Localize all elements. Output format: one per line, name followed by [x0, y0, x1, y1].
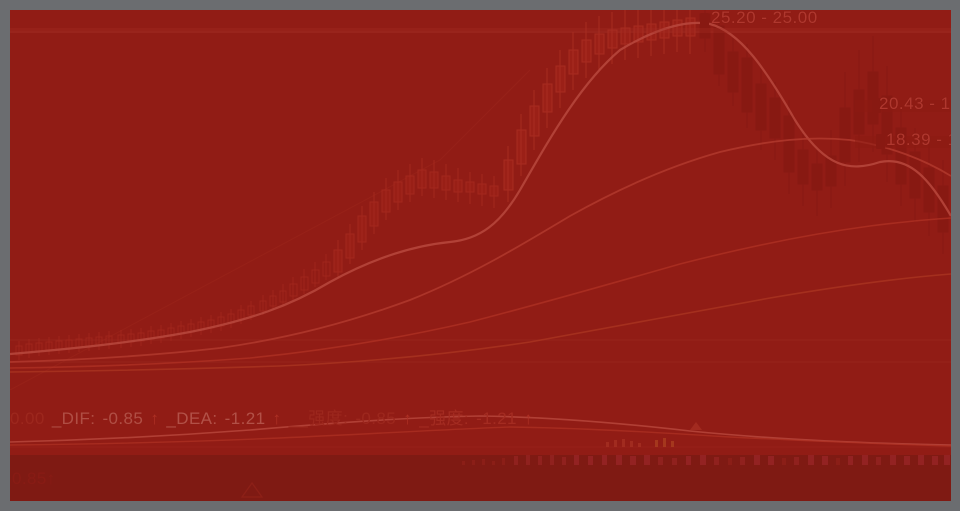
price-panel[interactable]: 25.20 - 25.00 20.43 - 19 18.39 - 1 — [10, 10, 951, 390]
macd-signal-triangle-icon — [690, 422, 702, 430]
macd-strength2-value: -1.21 — [476, 409, 517, 428]
volume-bars — [462, 455, 950, 465]
price-label-low: 18.39 - 1 — [886, 130, 951, 149]
price-marker-low — [876, 134, 885, 149]
macd-histogram — [606, 438, 674, 447]
candlestick-series — [15, 10, 949, 360]
ma-long-line — [10, 273, 951, 373]
macd-zero-label: 0.00 — [10, 409, 45, 428]
price-marker-high — [700, 13, 709, 28]
price-chart-svg — [10, 10, 951, 390]
macd-strength1-value: -0.85 — [355, 409, 397, 428]
macd-strength1-arrow-icon: ↑ — [403, 409, 413, 428]
macd-dif-label: _DIF: — [51, 409, 96, 428]
trend-guide-line — [10, 69, 531, 390]
price-level-band-high — [10, 28, 951, 33]
macd-legend: 0.00 _DIF: -0.85 ↑ _DEA: -1.21 ↑ __强度: -… — [10, 404, 535, 429]
macd-strength2-arrow-icon: ↑ — [524, 409, 533, 428]
volume-panel[interactable]: 0.85↑ — [10, 455, 951, 501]
chart-viewport[interactable]: 25.20 - 25.00 20.43 - 19 18.39 - 1 — [10, 10, 951, 501]
ma-slow-line — [10, 217, 951, 369]
volume-chart-svg — [240, 455, 950, 498]
macd-dea-arrow-icon: ↑ — [272, 409, 282, 428]
macd-dea-value: -1.21 — [224, 409, 266, 428]
price-label-high: 25.20 - 25.00 — [711, 10, 818, 27]
macd-strength2-label: _强度: — [419, 409, 470, 428]
price-label-mid: 20.43 - 19 — [879, 94, 951, 113]
macd-dif-arrow-icon: ↑ — [150, 409, 160, 428]
grid-lines — [10, 31, 951, 363]
volume-readout: 0.85↑ — [12, 469, 56, 488]
volume-alert-triangle-icon — [240, 481, 264, 498]
macd-dif-value: -0.85 — [102, 409, 144, 428]
macd-panel[interactable]: 0.00 _DIF: -0.85 ↑ _DEA: -1.21 ↑ __强度: -… — [10, 390, 951, 455]
macd-dea-label: _DEA: — [166, 409, 218, 428]
macd-strength1-label: __强度: — [288, 409, 349, 428]
